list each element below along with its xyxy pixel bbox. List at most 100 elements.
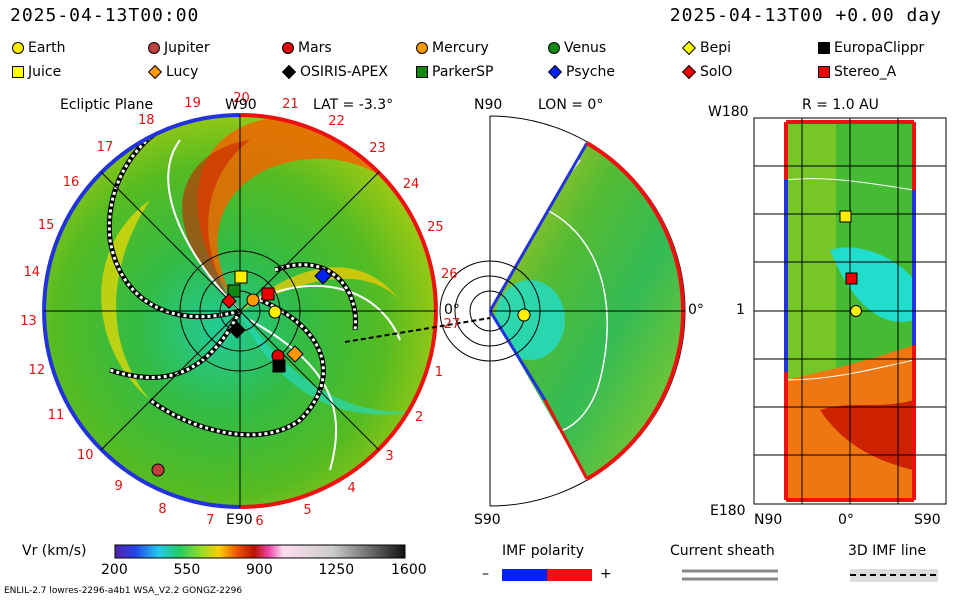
rotation-number: 5 xyxy=(303,502,312,518)
latlon-bottom-n: N90 xyxy=(754,512,783,528)
meridional-panel xyxy=(439,115,686,507)
legend-item-jupiter: Jupiter xyxy=(148,40,210,56)
colorbar-tick: 200 xyxy=(101,562,128,578)
ecliptic-top-label: W90 xyxy=(225,97,257,113)
circle-marker-icon xyxy=(148,42,160,54)
latlon-bottom-mid: 0° xyxy=(838,512,854,528)
rotation-number: 26 xyxy=(440,267,458,283)
legend-item-psyche: Psyche xyxy=(547,64,615,80)
legend-item-juice: Juice xyxy=(12,64,61,80)
rotation-number: 7 xyxy=(206,513,215,529)
legend-item-mars: Mars xyxy=(282,40,332,56)
latlon-r-label: R = 1.0 AU xyxy=(802,97,879,113)
parkersp-marker xyxy=(227,284,241,298)
rotation-number: 21 xyxy=(282,97,299,112)
rotation-number: 24 xyxy=(402,177,420,193)
imf-minus-label: – xyxy=(482,566,489,582)
square-marker-icon xyxy=(818,66,830,78)
europaclipper-marker xyxy=(272,359,286,373)
jupiter-marker xyxy=(151,463,165,477)
colorbar-tick: 550 xyxy=(173,562,201,578)
rotation-number: 25 xyxy=(427,220,444,236)
square-marker-icon xyxy=(818,42,830,54)
earth-marker xyxy=(268,305,282,319)
legend-label: Juice xyxy=(28,64,62,80)
imf-3d-line-swatch xyxy=(850,569,938,582)
legend-label: ParkerSP xyxy=(432,64,494,80)
osiris-apex-marker xyxy=(228,321,246,339)
legend-label: Jupiter xyxy=(164,40,210,56)
colorbar-tick: 900 xyxy=(246,562,273,578)
circle-marker-icon xyxy=(548,42,560,54)
ecliptic-bottom-label: E90 xyxy=(226,512,253,528)
legend-item-solo: SolO xyxy=(681,64,733,80)
imf-positive-swatch xyxy=(547,569,592,581)
rotation-number: 2 xyxy=(414,410,424,426)
earth-marker-meridional xyxy=(517,308,531,322)
rotation-number: 9 xyxy=(114,479,123,495)
legend-label: Mercury xyxy=(432,40,489,56)
colorbar-tick: 1250 xyxy=(318,562,355,578)
legend-item-europaclippr: EuropaClippr xyxy=(818,40,924,56)
stereo-a-marker-latlon xyxy=(845,272,858,285)
meridional-top-label: N90 xyxy=(474,97,503,113)
rotation-number: 10 xyxy=(76,447,94,463)
rotation-number: 4 xyxy=(347,480,356,496)
legend-item-venus: Venus xyxy=(548,40,606,56)
legend-item-parkersp: ParkerSP xyxy=(416,64,493,80)
legend-label: Bepi xyxy=(700,40,731,56)
rotation-number: 11 xyxy=(47,407,65,423)
juice-marker-latlon xyxy=(839,210,852,223)
legend-label: OSIRIS-APEX xyxy=(300,64,388,80)
latlon-panel xyxy=(753,117,947,505)
legend-label: Venus xyxy=(564,40,607,56)
legend-label: Earth xyxy=(28,40,66,56)
mercury-marker xyxy=(246,293,260,307)
latlon-top-left: W180 xyxy=(708,104,749,120)
earth-marker-latlon xyxy=(850,305,862,317)
footer-model-info: ENLIL-2.7 lowres-2296-a4b1 WSA_V2.2 GONG… xyxy=(4,586,243,596)
latlon-bottom-s: S90 xyxy=(914,512,941,528)
rotation-number: 8 xyxy=(158,501,167,517)
imf-title: IMF polarity xyxy=(502,543,585,559)
rotation-number: 13 xyxy=(20,314,37,330)
rotation-number: 18 xyxy=(137,112,155,128)
colorbar-title: Vr (km/s) xyxy=(22,543,87,559)
ecliptic-lat-label: LAT = -3.3° xyxy=(313,97,394,113)
square-marker-icon xyxy=(12,66,24,78)
rotation-number: 19 xyxy=(184,96,201,112)
rotation-number: 14 xyxy=(23,264,40,280)
square-marker-icon xyxy=(416,66,428,78)
legend-item-bepi: Bepi xyxy=(681,40,731,56)
circle-marker-icon xyxy=(416,42,428,54)
latlon-mid-label: 1 xyxy=(736,302,745,318)
legend-item-stereo-a: Stereo_A xyxy=(818,64,896,80)
legend-item-lucy: Lucy xyxy=(147,64,199,80)
ecliptic-panel xyxy=(42,113,491,509)
imf-plus-label: + xyxy=(600,566,612,582)
ecliptic-title: Ecliptic Plane xyxy=(60,97,154,113)
legend-label: Lucy xyxy=(166,64,199,80)
legend-label: EuropaClippr xyxy=(834,40,925,56)
psyche-marker xyxy=(314,267,332,285)
legend-label: Stereo_A xyxy=(834,64,897,80)
imf-negative-swatch xyxy=(502,569,547,581)
current-sheath-swatch xyxy=(682,569,778,582)
rotation-number: 6 xyxy=(255,513,264,529)
legend-label: Mars xyxy=(298,40,332,56)
colorbar-tick: 1600 xyxy=(391,562,427,578)
rotation-number: 27 xyxy=(443,316,461,332)
rotation-number: 22 xyxy=(328,114,345,130)
legend-label: Psyche xyxy=(566,64,615,80)
rotation-number: 23 xyxy=(369,141,386,157)
stereo-a-marker xyxy=(261,287,275,301)
rotation-number: 20 xyxy=(233,91,250,106)
meridional-bottom-label: S90 xyxy=(474,512,501,528)
lucy-marker xyxy=(286,345,304,363)
timestamp-right: 2025-04-13T00 +0.00 day xyxy=(669,5,942,26)
legend-label: SolO xyxy=(700,64,733,80)
rotation-number: 17 xyxy=(96,139,114,155)
timestamp-left: 2025-04-13T00:00 xyxy=(10,5,200,26)
latlon-bottom-left: E180 xyxy=(710,503,746,519)
